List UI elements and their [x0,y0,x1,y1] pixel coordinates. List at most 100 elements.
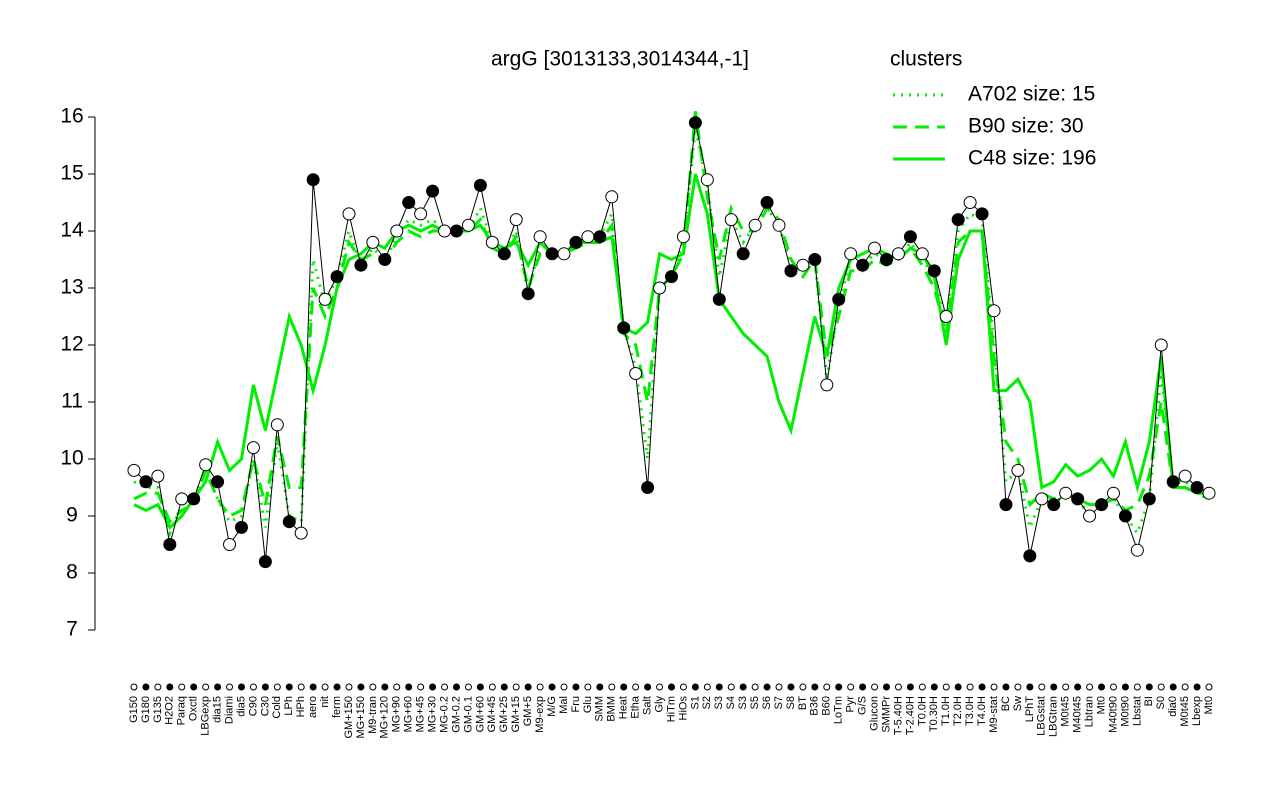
x-tick-label: Paraq [176,696,188,725]
x-tick-label: C90 [247,696,259,716]
x-tick-dot [715,683,723,691]
x-tick-dot [632,683,640,691]
data-point [665,270,678,284]
x-tick-dot [871,683,879,691]
data-point [688,116,702,130]
data-point [700,173,714,187]
x-tick-label: T3.0H [964,696,976,726]
x-tick-dot [261,683,269,691]
x-tick-label: T-2.40H [904,696,916,735]
x-tick-dot [847,683,855,691]
data-point [426,184,440,198]
x-tick-label: Glu [582,696,594,713]
x-tick-label: LPh [283,696,295,716]
x-tick-label: S3 [737,696,749,709]
x-tick-dot [942,683,950,691]
x-tick-dot [739,683,747,691]
y-tick-label: 9 [66,504,78,527]
data-point [187,492,201,506]
x-tick-dot [859,683,867,691]
data-point [605,190,619,204]
x-tick-label: Oxctl [188,696,200,721]
data-point [772,218,786,232]
x-tick-dot [620,683,628,691]
x-tick-dot [906,683,914,691]
y-tick-label: 8 [66,561,78,584]
data-point [163,538,177,551]
x-tick-label: T4.0H [976,696,988,726]
x-tick-label: GM-0.1 [462,696,474,733]
x-tick-label: dia5 [235,696,247,717]
x-tick-dot [775,683,783,691]
x-tick-label: M40t45 [1072,696,1084,733]
x-tick-dot [930,683,938,691]
x-tick-dot [560,683,568,691]
x-tick-dot [727,683,735,691]
x-tick-label: Salt [642,696,654,715]
x-tick-dot [190,683,198,691]
legend-label: C48 size: 196 [968,147,1096,170]
x-tick-label: LBGexp [200,696,212,736]
x-tick-label: MG-0.2 [438,696,450,733]
data-point [282,515,296,529]
data-point [1154,338,1168,352]
data-point [306,173,320,187]
x-tick-label: S4 [725,696,737,709]
x-tick-label: Lbexp [1191,696,1203,726]
legend-label: A702 size: 15 [968,83,1095,106]
y-tick-label: 13 [60,276,83,299]
data-point [593,230,607,244]
x-tick-label: S5 [749,696,761,709]
x-tick-dot [500,683,508,691]
x-tick-label: Cold [271,696,283,719]
x-tick-label: M9-tran [367,696,379,734]
x-tick-dot [1169,683,1177,691]
cluster-line [133,173,1209,530]
x-tick-label: MG+150 [355,696,367,739]
x-tick-dot [429,683,437,691]
x-tick-dot [1145,683,1153,691]
x-tick-label: G135 [152,696,164,723]
x-tick-dot [1205,683,1213,691]
data-point [1166,475,1180,489]
data-point [569,235,583,249]
x-tick-label: Mal [558,696,570,714]
x-tick-label: Sw [1012,696,1024,711]
data-point [414,207,428,221]
x-tick-dot [476,683,484,691]
x-tick-label: GM+15 [510,696,522,732]
x-tick-dot [297,683,305,691]
legend-label: B90 size: 30 [968,115,1084,138]
x-tick-label: GM+60 [474,696,486,732]
x-tick-dot [464,683,472,691]
x-tick-dot [811,683,819,691]
x-tick-label: B36 [809,696,821,716]
data-point [127,463,141,477]
x-tick-label: Gly [653,696,665,713]
x-tick-label: GM+5 [522,696,534,726]
x-tick-dot [130,683,138,691]
x-tick-label: Etha [630,695,642,719]
data-point [868,241,882,255]
x-tick-label: Fru [570,696,582,713]
data-point [521,287,535,301]
data-point [1023,549,1037,563]
x-tick-label: T2.0H [952,696,964,726]
data-point [378,253,392,266]
cluster-line [133,111,1210,525]
data-point [808,253,822,266]
x-tick-label: B60 [821,696,833,716]
x-tick-dot [309,683,317,691]
data-point [557,247,571,261]
data-point [1083,509,1097,523]
x-tick-dot [154,683,162,691]
data-point [533,230,547,244]
data-point [1071,492,1085,506]
x-tick-dot [166,683,174,691]
data-point [485,235,499,249]
x-tick-dot [452,683,460,691]
x-tick-label: Lbstat [1131,696,1143,726]
x-tick-dot [381,683,389,691]
x-tick-dot [572,683,580,691]
x-tick-dot [226,683,234,691]
